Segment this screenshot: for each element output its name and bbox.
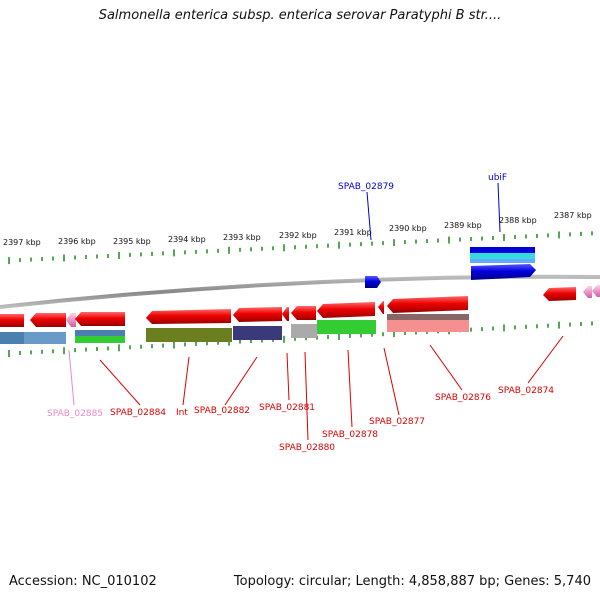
feature-track bbox=[317, 320, 376, 334]
scale-ticks-top bbox=[8, 231, 593, 265]
feature-track bbox=[75, 330, 125, 336]
scale-label: 2391 kbp bbox=[334, 228, 372, 237]
feature-track bbox=[146, 328, 232, 342]
scale-label: 2393 kbp bbox=[223, 233, 261, 242]
gene-label-spab-02882[interactable]: SPAB_02882 bbox=[194, 406, 250, 416]
feature-track bbox=[387, 320, 469, 332]
scale-label: 2397 kbp bbox=[3, 238, 41, 247]
gene-label-spab-02874[interactable]: SPAB_02874 bbox=[498, 386, 554, 396]
scale-label: 2394 kbp bbox=[168, 235, 206, 244]
gene-arrow-spab-02879[interactable] bbox=[365, 276, 381, 288]
scale-label: 2390 kbp bbox=[389, 224, 427, 233]
gene-labels: SPAB_02879 ubiF SPAB_02885 SPAB_02884 In… bbox=[47, 173, 554, 453]
gene-label-ubif[interactable]: ubiF bbox=[488, 173, 507, 183]
gene-label-spab-02876[interactable]: SPAB_02876 bbox=[435, 393, 491, 403]
feature-track bbox=[0, 332, 24, 344]
scale-label: 2387 kbp bbox=[554, 211, 592, 220]
gene-label-int[interactable]: Int bbox=[176, 408, 188, 418]
gene-label-spab-02884[interactable]: SPAB_02884 bbox=[110, 408, 166, 418]
gene-arrow-spab-02882[interactable] bbox=[233, 307, 282, 322]
gene-arrow-spab-02884[interactable] bbox=[75, 312, 125, 326]
forward-strand-genes bbox=[365, 247, 536, 288]
map-title: Salmonella enterica subsp. enterica sero… bbox=[98, 8, 502, 23]
feature-track bbox=[24, 332, 66, 344]
gene-arrow-left-2[interactable] bbox=[30, 313, 66, 327]
feature-track bbox=[75, 336, 125, 343]
feature-track bbox=[233, 326, 282, 340]
scale-label: 2388 kbp bbox=[499, 216, 537, 225]
gene-arrow-left-edge[interactable] bbox=[0, 314, 24, 327]
label-leader-lines bbox=[68, 182, 564, 441]
feature-tracks bbox=[0, 314, 469, 344]
feature-track-ubif-dark bbox=[470, 247, 535, 253]
scale-labels: 2397 kbp 2396 kbp 2395 kbp 2394 kbp 2393… bbox=[3, 211, 592, 247]
gene-arrow-ubif[interactable] bbox=[471, 264, 536, 280]
gene-label-spab-02885[interactable]: SPAB_02885 bbox=[47, 409, 103, 419]
gene-label-spab-02879[interactable]: SPAB_02879 bbox=[338, 182, 394, 192]
feature-track bbox=[387, 314, 469, 320]
scale-label: 2389 kbp bbox=[444, 221, 482, 230]
genome-stats-text: Topology: circular; Length: 4,858,887 bp… bbox=[233, 574, 591, 589]
gene-label-spab-02881[interactable]: SPAB_02881 bbox=[259, 403, 315, 413]
genome-backbone bbox=[0, 274, 600, 309]
gene-arrow-int[interactable] bbox=[146, 309, 231, 324]
gene-arrow-spab-02877[interactable] bbox=[378, 301, 384, 314]
gene-arrow-spab-02874[interactable] bbox=[543, 287, 576, 301]
scale-label: 2396 kbp bbox=[58, 237, 96, 246]
gene-arrow-pink-2[interactable] bbox=[592, 285, 600, 297]
gene-arrow-spab-02881[interactable] bbox=[282, 307, 289, 321]
reverse-strand-genes bbox=[0, 285, 600, 327]
feature-track-ubif-light bbox=[470, 259, 535, 263]
gene-arrow-pink-1[interactable] bbox=[583, 286, 592, 298]
scale-label: 2395 kbp bbox=[113, 237, 151, 246]
feature-track bbox=[291, 324, 317, 338]
gene-arrow-spab-02880[interactable] bbox=[291, 306, 316, 320]
scale-label: 2392 kbp bbox=[279, 231, 317, 240]
gene-label-spab-02878[interactable]: SPAB_02878 bbox=[322, 430, 378, 440]
accession-text: Accession: NC_010102 bbox=[9, 574, 157, 589]
feature-track-ubif-cyan bbox=[470, 253, 535, 259]
gene-arrow-spab-02885[interactable] bbox=[66, 313, 76, 327]
gene-arrow-spab-02878[interactable] bbox=[317, 302, 375, 318]
gene-arrow-spab-02876[interactable] bbox=[387, 296, 468, 313]
gene-label-spab-02877[interactable]: SPAB_02877 bbox=[369, 417, 425, 427]
gene-label-spab-02880[interactable]: SPAB_02880 bbox=[279, 443, 335, 453]
